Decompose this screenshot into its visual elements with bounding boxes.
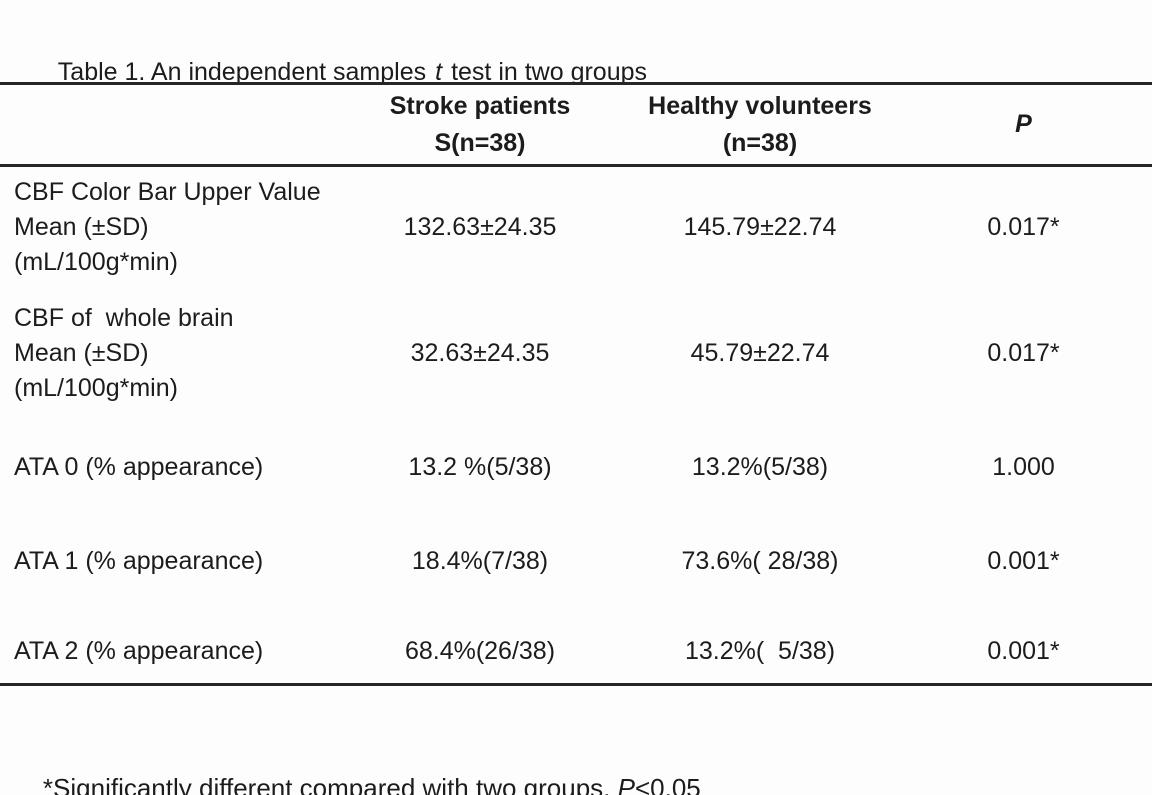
- row-label: CBF of whole brain Mean (±SD) (mL/100g*m…: [14, 304, 234, 402]
- stroke-value: 32.63±24.35: [410, 339, 550, 367]
- table-row: ATA 2 (% appearance) 68.4%(26/38) 13.2%(…: [0, 609, 1152, 685]
- table-footnote: *Significantly different compared with t…: [14, 742, 701, 795]
- stroke-value: 18.4%(7/38): [411, 547, 549, 575]
- stroke-value: 132.63±24.35: [403, 212, 557, 241]
- row-label: ATA 2 (% appearance): [14, 637, 264, 666]
- table-row: CBF Color Bar Upper Value Mean (±SD) (mL…: [0, 166, 1152, 288]
- healthy-value: 13.2%(5/38): [691, 452, 829, 481]
- footnote-prefix: *Significantly different compared with t…: [42, 773, 618, 795]
- table-caption: Table 1. An independent samples t test in …: [30, 29, 647, 116]
- row-label: CBF Color Bar Upper Value Mean (±SD) (mL…: [14, 177, 321, 276]
- header-p-value: P: [895, 83, 1152, 167]
- healthy-value: 45.79±22.74: [690, 339, 830, 367]
- p-value: 0.001*: [987, 637, 1060, 666]
- table-row: ATA 1 (% appearance) 18.4%(7/38) 73.6%( …: [0, 515, 1152, 609]
- caption-suffix: test in two groups: [451, 58, 648, 86]
- footnote-suffix: <0.05: [634, 773, 701, 795]
- caption-italic-t: t: [435, 58, 443, 86]
- healthy-value: 73.6%( 28/38): [681, 547, 839, 575]
- header-stroke-patients: Stroke patients S(n=38): [335, 83, 625, 167]
- p-value: 0.017*: [987, 212, 1060, 241]
- p-value: 1.000: [992, 452, 1055, 481]
- results-table: Stroke patients S(n=38) Healthy voluntee…: [0, 82, 1152, 686]
- stroke-value: 68.4%(26/38): [404, 637, 556, 666]
- footnote-italic-p: P: [617, 773, 635, 795]
- table-header-row: Stroke patients S(n=38) Healthy voluntee…: [0, 83, 1152, 167]
- p-value: 0.001*: [987, 547, 1060, 575]
- healthy-value: 145.79±22.74: [683, 212, 837, 241]
- caption-prefix: Table 1. An independent samples: [57, 58, 427, 86]
- row-label: ATA 1 (% appearance): [14, 547, 264, 575]
- p-value: 0.017*: [987, 339, 1060, 367]
- table-row: CBF of whole brain Mean (±SD) (mL/100g*m…: [0, 288, 1152, 420]
- stroke-value: 13.2 %(5/38): [408, 452, 552, 481]
- table-row: ATA 0 (% appearance) 13.2 %(5/38) 13.2%(…: [0, 420, 1152, 515]
- header-healthy-volunteers: Healthy volunteers (n=38): [625, 83, 895, 167]
- healthy-value: 13.2%( 5/38): [684, 637, 836, 666]
- header-empty-cell: [0, 83, 335, 167]
- row-label: ATA 0 (% appearance): [14, 452, 264, 481]
